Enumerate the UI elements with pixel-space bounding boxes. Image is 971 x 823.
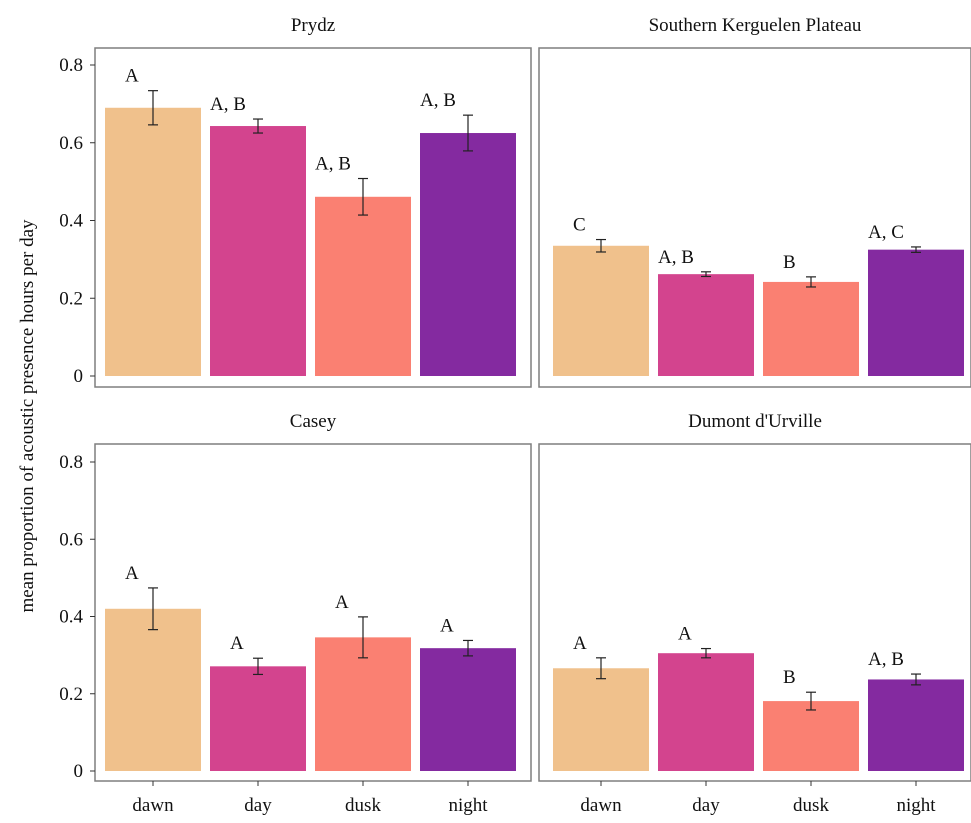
significance-label-dumont-d-urville-night: A, B: [868, 649, 904, 670]
significance-label-southern-kerguelen-plateau-day: A, B: [658, 247, 694, 268]
y-tick-label-casey-1: 0.2: [59, 684, 83, 705]
significance-label-southern-kerguelen-plateau-dusk: B: [783, 252, 796, 273]
panel-title-southern-kerguelen-plateau: Southern Kerguelen Plateau: [649, 15, 862, 36]
significance-label-southern-kerguelen-plateau-night: A, C: [868, 222, 904, 243]
panel-title-casey: Casey: [290, 411, 337, 432]
significance-label-casey-dawn: A: [125, 563, 139, 584]
x-tick-label-casey-night: night: [448, 795, 488, 816]
bar-prydz-dusk: [315, 196, 411, 376]
y-tick-label-prydz-0: 0: [74, 366, 84, 387]
bar-dumont-d-urville-day: [658, 653, 754, 771]
bar-casey-day: [210, 666, 306, 771]
y-tick-label-prydz-4: 0.8: [59, 55, 83, 76]
bar-casey-dawn: [105, 608, 201, 771]
significance-label-prydz-dusk: A, B: [315, 154, 351, 175]
bar-prydz-day: [210, 126, 306, 376]
bar-southern-kerguelen-plateau-dusk: [763, 281, 859, 376]
y-tick-label-prydz-1: 0.2: [59, 288, 83, 309]
y-tick-label-prydz-3: 0.6: [59, 133, 83, 154]
significance-label-prydz-night: A, B: [420, 90, 456, 111]
y-tick-label-casey-3: 0.6: [59, 529, 83, 550]
significance-label-prydz-dawn: A: [125, 66, 139, 87]
x-tick-label-dumont-d-urville-day: day: [692, 795, 720, 816]
significance-label-dumont-d-urville-dusk: B: [783, 667, 796, 688]
y-tick-label-casey-4: 0.8: [59, 452, 83, 473]
significance-label-dumont-d-urville-day: A: [678, 624, 692, 645]
x-tick-label-dumont-d-urville-dusk: dusk: [793, 795, 829, 816]
bar-dumont-d-urville-dawn: [553, 668, 649, 771]
x-tick-label-dumont-d-urville-dawn: dawn: [580, 795, 622, 816]
x-tick-label-casey-dawn: dawn: [132, 795, 174, 816]
significance-label-casey-dusk: A: [335, 592, 349, 613]
significance-label-southern-kerguelen-plateau-dawn: C: [573, 215, 586, 236]
bar-prydz-night: [420, 133, 516, 376]
significance-label-prydz-day: A, B: [210, 94, 246, 115]
y-tick-label-casey-0: 0: [74, 761, 84, 782]
x-tick-label-casey-dusk: dusk: [345, 795, 381, 816]
significance-label-casey-night: A: [440, 615, 454, 636]
panel-title-prydz: Prydz: [291, 15, 335, 36]
significance-label-casey-day: A: [230, 633, 244, 654]
bar-dumont-d-urville-night: [868, 679, 964, 771]
y-tick-label-prydz-2: 0.4: [59, 211, 83, 232]
bar-prydz-dawn: [105, 107, 201, 376]
bar-southern-kerguelen-plateau-day: [658, 274, 754, 376]
y-axis-label: mean proportion of acoustic presence hou…: [17, 219, 38, 613]
x-tick-label-dumont-d-urville-night: night: [896, 795, 936, 816]
significance-label-dumont-d-urville-dawn: A: [573, 633, 587, 654]
x-tick-label-casey-day: day: [244, 795, 272, 816]
bar-casey-dusk: [315, 637, 411, 771]
bar-southern-kerguelen-plateau-night: [868, 249, 964, 376]
panel-title-dumont-d-urville: Dumont d'Urville: [688, 411, 822, 432]
bar-casey-night: [420, 648, 516, 771]
bar-southern-kerguelen-plateau-dawn: [553, 245, 649, 376]
y-tick-label-casey-2: 0.4: [59, 607, 83, 628]
bar-dumont-d-urville-dusk: [763, 701, 859, 771]
